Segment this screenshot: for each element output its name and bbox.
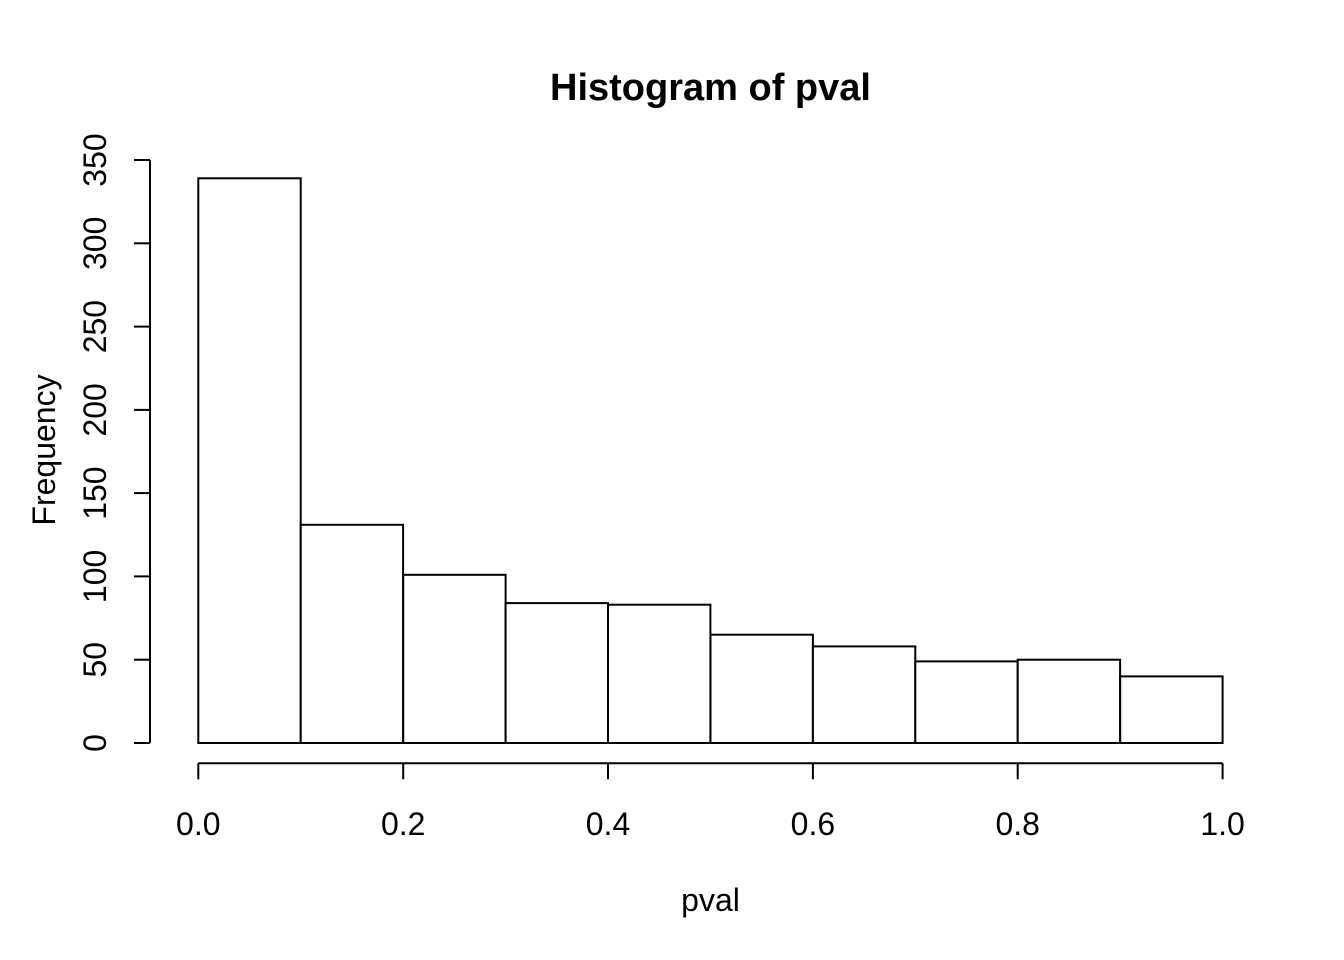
y-tick-label: 300 bbox=[77, 217, 113, 270]
x-tick-label: 1.0 bbox=[1200, 806, 1244, 842]
histogram-bar bbox=[1016, 658, 1122, 745]
x-tick-label: 0.0 bbox=[176, 806, 220, 842]
y-tick-label: 0 bbox=[77, 734, 113, 752]
x-tick-label: 0.6 bbox=[791, 806, 835, 842]
y-tick-label: 350 bbox=[77, 133, 113, 186]
y-tick-label: 200 bbox=[77, 383, 113, 436]
y-axis: 0 50 100 150 200 250 300 350 bbox=[77, 133, 151, 752]
y-tick-label: 250 bbox=[77, 300, 113, 353]
histogram-bar bbox=[299, 523, 405, 744]
bars-group bbox=[197, 177, 1224, 745]
x-tick-label: 0.4 bbox=[586, 806, 630, 842]
histogram-bar bbox=[811, 645, 917, 745]
chart-title: Histogram of pval bbox=[550, 67, 871, 109]
histogram-bar bbox=[607, 603, 712, 745]
x-tick-label: 0.2 bbox=[381, 806, 425, 842]
histogram-bar bbox=[402, 573, 507, 744]
x-axis-title: pval bbox=[681, 882, 740, 918]
y-tick-label: 150 bbox=[77, 466, 113, 519]
histogram-bar bbox=[1119, 675, 1224, 745]
y-tick-label: 50 bbox=[77, 642, 113, 678]
histogram-bar bbox=[197, 177, 302, 745]
x-tick-label: 0.8 bbox=[995, 806, 1039, 842]
y-axis-title: Frequency bbox=[26, 374, 62, 525]
histogram-bar bbox=[709, 633, 814, 745]
y-tick-label: 100 bbox=[77, 550, 113, 603]
histogram-bar bbox=[504, 602, 610, 744]
x-axis: 0.0 0.2 0.4 0.6 0.8 1.0 bbox=[176, 762, 1245, 842]
histogram-bar bbox=[914, 660, 1019, 745]
